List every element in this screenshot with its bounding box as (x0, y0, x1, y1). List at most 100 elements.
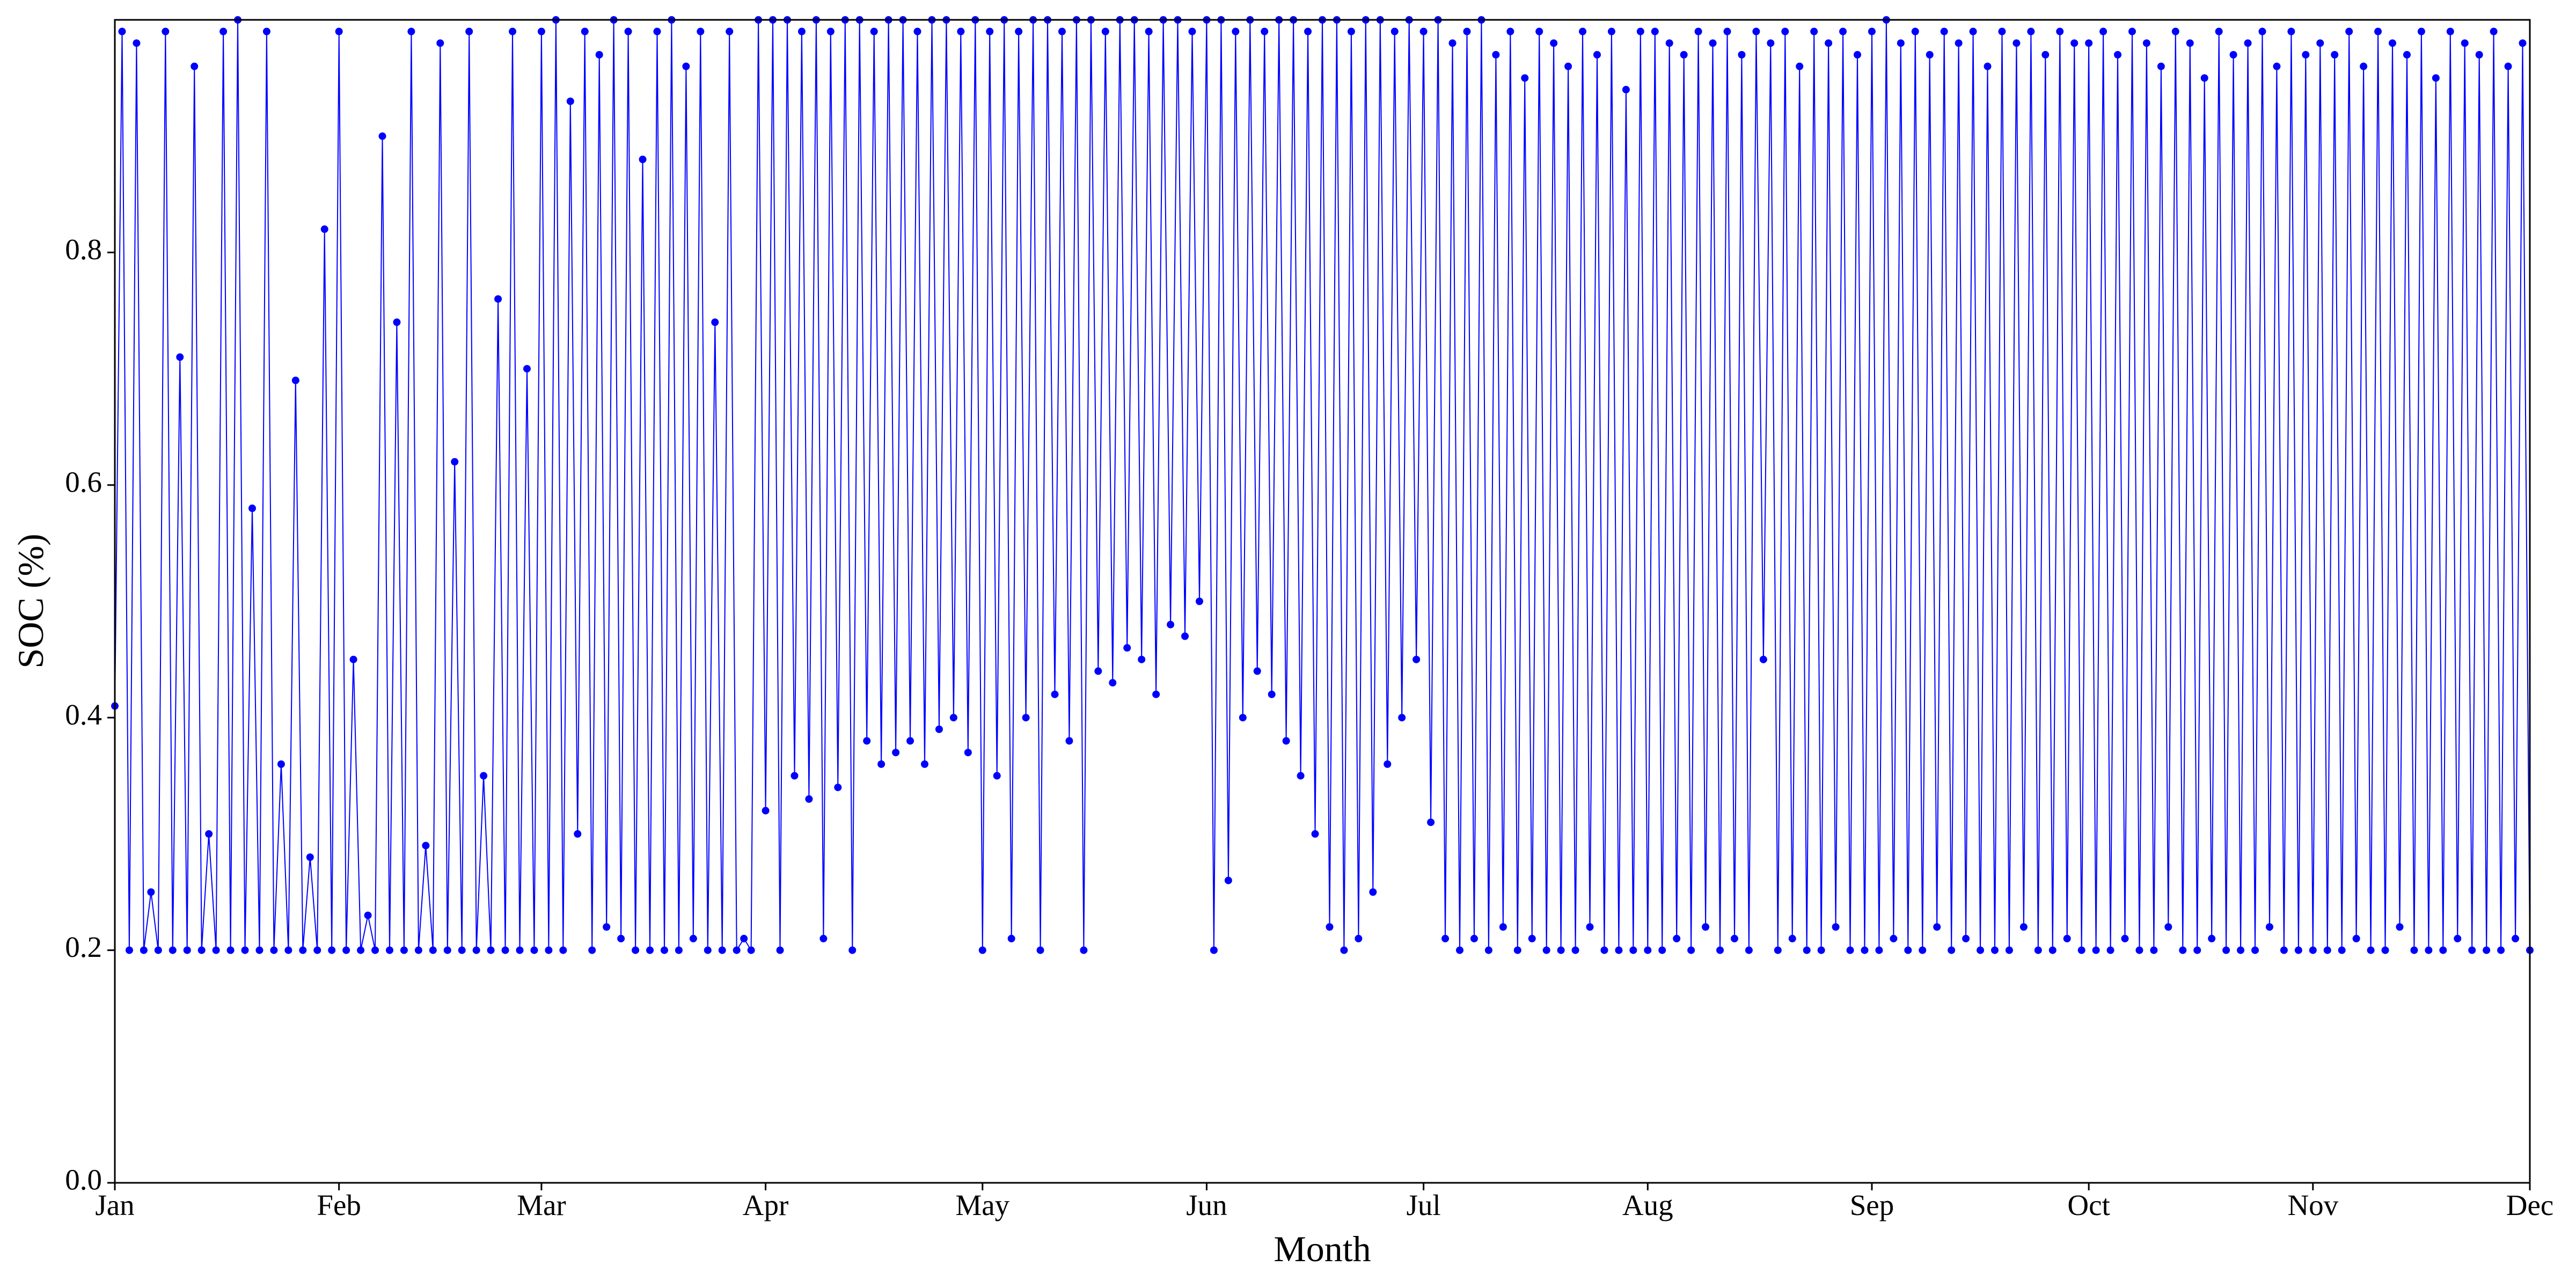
data-point (241, 946, 249, 954)
data-point (2179, 946, 2187, 954)
data-point (1022, 714, 1030, 722)
data-point (1455, 946, 1463, 954)
data-point (1622, 86, 1630, 94)
x-tick-label: Feb (317, 1189, 361, 1221)
data-point (863, 737, 871, 745)
data-point (1051, 690, 1059, 698)
data-point (1738, 51, 1746, 59)
data-point (964, 749, 972, 757)
data-point (349, 655, 357, 663)
data-point (797, 27, 806, 35)
data-point (1413, 655, 1421, 663)
data-point (704, 946, 712, 954)
data-point (986, 27, 994, 35)
data-point (277, 760, 285, 768)
data-point (480, 772, 488, 780)
data-point (603, 923, 611, 931)
data-point (1926, 51, 1934, 59)
data-point (255, 946, 264, 954)
data-point (299, 946, 307, 954)
data-point (1369, 888, 1377, 896)
data-point (1644, 946, 1652, 954)
data-point (957, 27, 965, 35)
data-point (1195, 597, 1203, 605)
data-point (2512, 934, 2520, 942)
data-point (1297, 772, 1305, 780)
data-point (494, 295, 502, 303)
data-point (1340, 946, 1348, 954)
data-point (646, 946, 654, 954)
data-point (1730, 934, 1738, 942)
data-point (169, 946, 177, 954)
data-point (1752, 27, 1760, 35)
data-point (2041, 51, 2050, 59)
data-point (1448, 39, 1457, 47)
data-point (624, 27, 632, 35)
data-point (819, 934, 828, 942)
data-point (1977, 946, 1985, 954)
data-point (1007, 934, 1015, 942)
data-point (978, 946, 986, 954)
data-point (1528, 934, 1536, 942)
data-point (2193, 946, 2201, 954)
data-point (429, 946, 437, 954)
data-point (2302, 51, 2310, 59)
data-point (2135, 946, 2143, 954)
data-point (1969, 27, 1977, 35)
data-point (920, 760, 928, 768)
data-point (407, 27, 415, 35)
data-point (1065, 737, 1073, 745)
data-point (1268, 690, 1276, 698)
data-point (2034, 946, 2042, 954)
data-point (1232, 27, 1240, 35)
data-point (2092, 946, 2100, 954)
data-point (1673, 934, 1681, 942)
data-point (2012, 39, 2021, 47)
x-tick-label: Aug (1622, 1189, 1673, 1221)
data-point (1702, 923, 1710, 931)
data-point (2258, 27, 2266, 35)
data-point (1810, 27, 1818, 35)
data-point (877, 760, 885, 768)
data-point (1940, 27, 1948, 35)
data-point (2070, 39, 2079, 47)
data-point (1615, 946, 1623, 954)
data-point (2085, 39, 2093, 47)
data-point (1311, 830, 1319, 838)
data-point (1875, 946, 1883, 954)
data-point (1897, 39, 1905, 47)
data-point (834, 784, 842, 792)
data-point (588, 946, 596, 954)
data-point (342, 946, 350, 954)
data-point (125, 946, 133, 954)
x-tick-label: Apr (743, 1189, 789, 1221)
data-point (1239, 714, 1247, 722)
data-point (2099, 27, 2107, 35)
data-point (1854, 51, 1862, 59)
data-point (1600, 946, 1608, 954)
data-point (2280, 946, 2288, 954)
data-point (2222, 946, 2230, 954)
data-point (595, 51, 603, 59)
y-tick-label: 0.0 (65, 1163, 102, 1196)
data-point (689, 934, 697, 942)
data-point (443, 946, 451, 954)
data-point (2432, 74, 2440, 82)
data-point (2027, 27, 2035, 35)
data-point (465, 27, 473, 35)
data-point (2331, 51, 2339, 59)
data-point (537, 27, 545, 35)
data-point (458, 946, 466, 954)
data-point (2396, 923, 2404, 931)
data-point (422, 841, 430, 850)
data-point (1839, 27, 1847, 35)
data-point (545, 946, 553, 954)
data-point (1904, 946, 1912, 954)
data-point (1398, 714, 1406, 722)
data-point (219, 27, 228, 35)
data-point (2150, 946, 2158, 954)
data-point (913, 27, 921, 35)
data-point (183, 946, 191, 954)
data-point (1781, 27, 1789, 35)
data-point (2186, 39, 2194, 47)
